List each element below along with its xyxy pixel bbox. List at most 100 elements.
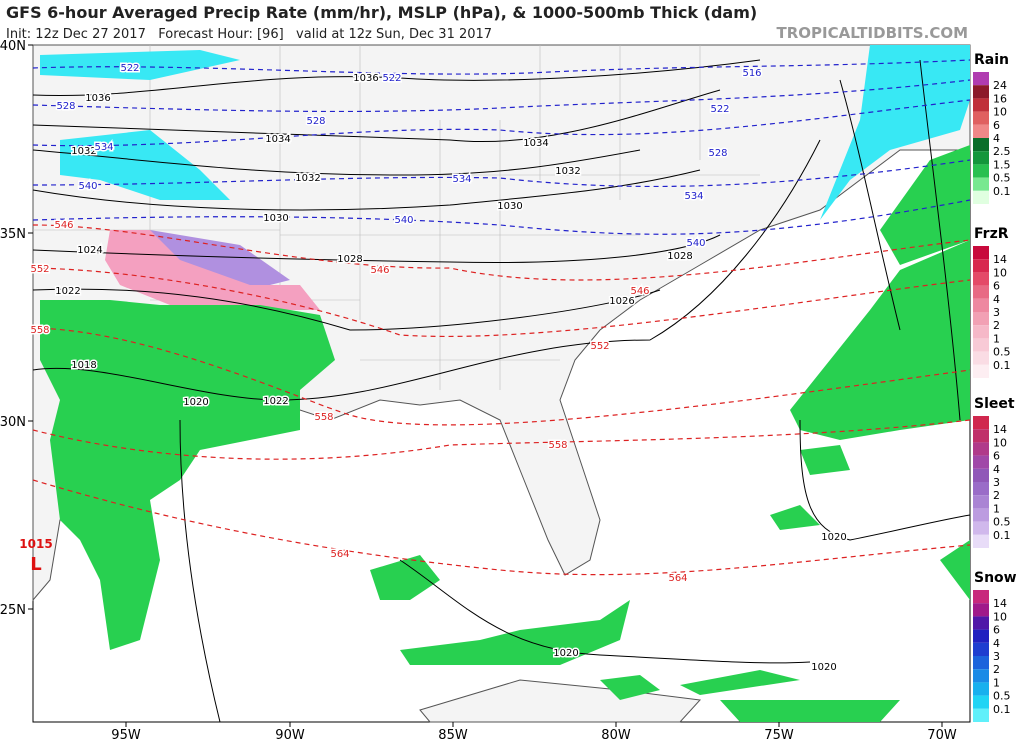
legend-swatch bbox=[973, 164, 989, 178]
legend-swatch bbox=[973, 616, 989, 630]
legend-label: 0.5 bbox=[993, 172, 1011, 185]
legend-label: 14 bbox=[993, 423, 1007, 436]
legend-swatch bbox=[973, 455, 989, 469]
contour-label: 528 bbox=[708, 148, 727, 159]
contour-label: 1032 bbox=[295, 173, 320, 184]
contour-label: 1036 bbox=[353, 73, 378, 84]
legend-label: 10 bbox=[993, 106, 1007, 119]
legend-label: 16 bbox=[993, 92, 1007, 105]
lon-label: 80W bbox=[601, 728, 631, 742]
legend-swatch bbox=[973, 246, 989, 260]
legend-label: 1 bbox=[993, 676, 1000, 689]
legend-title: Snow bbox=[974, 570, 1017, 586]
cuba bbox=[419, 679, 702, 723]
contour-label: 564 bbox=[330, 549, 349, 560]
legend-swatch bbox=[973, 312, 989, 326]
contour-label: 546 bbox=[54, 220, 73, 231]
snow-area bbox=[820, 45, 970, 220]
contour-label: 1034 bbox=[265, 134, 290, 145]
contour-label: 1030 bbox=[497, 201, 522, 212]
legend-swatch bbox=[973, 534, 989, 548]
contour-label: 1032 bbox=[555, 166, 580, 177]
legend-swatch bbox=[973, 272, 989, 286]
legend-label: 0.1 bbox=[993, 529, 1011, 542]
contour-label: 522 bbox=[710, 104, 729, 115]
brand: TROPICALTIDBITS.COM bbox=[777, 24, 969, 42]
rain-area bbox=[370, 555, 440, 600]
contour-label: 558 bbox=[30, 325, 49, 336]
legend-label: 0.1 bbox=[993, 703, 1011, 716]
legend-swatch bbox=[973, 98, 989, 112]
legend-swatch bbox=[973, 138, 989, 152]
legend-label: 10 bbox=[993, 436, 1007, 449]
legend-label: 3 bbox=[993, 476, 1000, 489]
rain-area bbox=[40, 300, 335, 650]
low-pressure: 1015 bbox=[19, 537, 52, 551]
legend-swatch bbox=[973, 669, 989, 683]
legend-label: 4 bbox=[993, 463, 1000, 476]
legend-swatch bbox=[973, 259, 989, 273]
lon-label: 75W bbox=[764, 728, 794, 742]
legend-label: 4 bbox=[993, 132, 1000, 145]
legend-swatch bbox=[973, 416, 989, 430]
contour-label: 558 bbox=[548, 440, 567, 451]
low-symbol: L bbox=[30, 554, 41, 575]
contour-labels: 1036 1036 1034 1034 1032 1032 1032 1030 1030 1028… bbox=[29, 62, 848, 675]
legend-swatch bbox=[973, 521, 989, 535]
legend-label: 1 bbox=[993, 332, 1000, 345]
legend-swatch bbox=[973, 285, 989, 299]
contour-label: 1020 bbox=[183, 397, 208, 408]
legend-label: 6 bbox=[993, 450, 1000, 463]
contour-label: 1030 bbox=[263, 213, 288, 224]
lat-label: 30N bbox=[0, 415, 26, 430]
legend-swatch bbox=[973, 429, 989, 443]
contour-label: 534 bbox=[94, 142, 113, 153]
rain-area bbox=[400, 600, 630, 665]
contour-label: 558 bbox=[314, 412, 333, 423]
legend: Rain241610642.51.50.50.1FrzR1410643210.5… bbox=[973, 52, 1017, 722]
contour-label: 1036 bbox=[85, 93, 110, 104]
contour-label: 1018 bbox=[71, 360, 96, 371]
legend-label: 6 bbox=[993, 119, 1000, 132]
legend-swatch bbox=[973, 298, 989, 312]
contour-label: 1032 bbox=[71, 146, 96, 157]
thickness-red bbox=[32, 224, 971, 576]
legend-swatch bbox=[973, 442, 989, 456]
legend-swatch bbox=[973, 482, 989, 496]
legend-swatch bbox=[973, 351, 989, 365]
legend-label: 14 bbox=[993, 597, 1007, 610]
contour-label: 534 bbox=[684, 191, 703, 202]
contour-label: 552 bbox=[590, 341, 609, 352]
title: GFS 6-hour Averaged Precip Rate (mm/hr),… bbox=[6, 3, 757, 22]
contour-label: 540 bbox=[394, 215, 413, 226]
thickness-blue bbox=[32, 59, 971, 235]
contour-label: 522 bbox=[382, 73, 401, 84]
contour-label: 1034 bbox=[523, 138, 548, 149]
legend-label: 3 bbox=[993, 306, 1000, 319]
contour-label: 1026 bbox=[609, 296, 634, 307]
legend-swatch bbox=[973, 695, 989, 709]
legend-swatch bbox=[973, 124, 989, 138]
lon-label: 85W bbox=[438, 728, 468, 742]
legend-label: 3 bbox=[993, 650, 1000, 663]
legend-title: FrzR bbox=[974, 226, 1009, 242]
legend-label: 0.1 bbox=[993, 185, 1011, 198]
legend-label: 10 bbox=[993, 610, 1007, 623]
contour-label: 1024 bbox=[77, 245, 102, 256]
map: 1036 1036 1034 1034 1032 1032 1032 1030 1030 1028… bbox=[19, 44, 971, 723]
legend-swatch bbox=[973, 325, 989, 339]
legend-swatch bbox=[973, 656, 989, 670]
legend-label: 14 bbox=[993, 253, 1007, 266]
contour-label: 546 bbox=[630, 286, 649, 297]
legend-swatch bbox=[973, 177, 989, 191]
legend-title: Sleet bbox=[974, 396, 1015, 412]
contour-label: 1028 bbox=[667, 251, 692, 262]
legend-label: 4 bbox=[993, 293, 1000, 306]
lon-label: 90W bbox=[275, 728, 305, 742]
legend-swatch bbox=[973, 603, 989, 617]
legend-label: 2 bbox=[993, 319, 1000, 332]
legend-label: 0.1 bbox=[993, 359, 1011, 372]
frzr-area bbox=[105, 230, 320, 310]
legend-label: 4 bbox=[993, 637, 1000, 650]
legend-label: 6 bbox=[993, 280, 1000, 293]
